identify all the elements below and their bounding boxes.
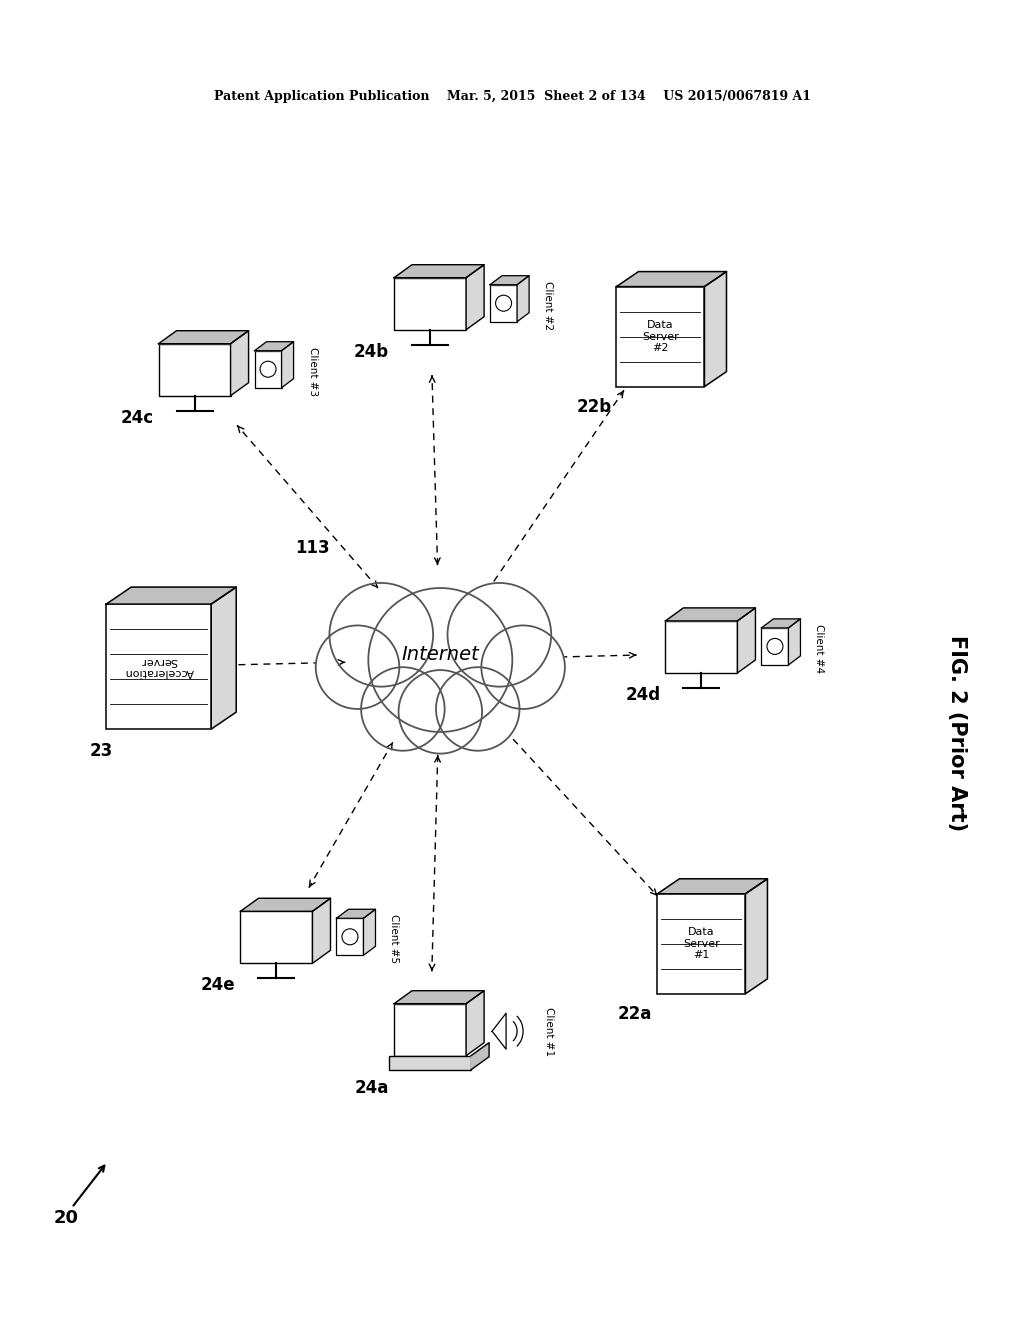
- Text: 24d: 24d: [626, 686, 660, 704]
- Circle shape: [447, 583, 551, 686]
- Polygon shape: [106, 587, 237, 605]
- Polygon shape: [466, 991, 484, 1056]
- Bar: [337, 919, 364, 956]
- Text: 24c: 24c: [121, 409, 154, 426]
- Circle shape: [436, 667, 519, 751]
- Polygon shape: [394, 265, 484, 277]
- Polygon shape: [159, 331, 249, 343]
- Polygon shape: [337, 909, 376, 919]
- Bar: [241, 911, 312, 964]
- Text: Client #2: Client #2: [543, 281, 553, 330]
- Polygon shape: [493, 1014, 506, 1049]
- Bar: [666, 620, 737, 673]
- Text: Client #5: Client #5: [389, 915, 399, 964]
- Text: 23: 23: [89, 742, 113, 760]
- Text: 113: 113: [295, 539, 330, 557]
- Bar: [394, 1003, 466, 1056]
- Text: Patent Application Publication    Mar. 5, 2015  Sheet 2 of 134    US 2015/006781: Patent Application Publication Mar. 5, 2…: [213, 90, 811, 103]
- Polygon shape: [666, 609, 756, 620]
- Polygon shape: [471, 1043, 489, 1069]
- Text: FIG. 2 (Prior Art): FIG. 2 (Prior Art): [947, 635, 968, 830]
- Polygon shape: [241, 899, 331, 911]
- Bar: [490, 285, 517, 322]
- Bar: [255, 351, 282, 388]
- Polygon shape: [490, 276, 529, 285]
- Polygon shape: [737, 609, 756, 673]
- Polygon shape: [364, 909, 376, 956]
- Polygon shape: [394, 991, 484, 1003]
- Text: 20: 20: [54, 1209, 79, 1228]
- Text: Internet: Internet: [401, 645, 479, 664]
- Text: Data
Server
#1: Data Server #1: [683, 927, 720, 961]
- Text: Client #3: Client #3: [307, 347, 317, 396]
- Bar: [394, 277, 466, 330]
- Bar: [389, 1056, 471, 1069]
- Text: Client #4: Client #4: [814, 624, 824, 673]
- Bar: [762, 628, 788, 665]
- Text: 22a: 22a: [618, 1005, 652, 1023]
- Circle shape: [369, 587, 512, 733]
- Polygon shape: [312, 899, 331, 964]
- Polygon shape: [788, 619, 801, 665]
- Polygon shape: [705, 272, 726, 387]
- Polygon shape: [282, 342, 294, 388]
- Circle shape: [481, 626, 565, 709]
- Polygon shape: [657, 879, 767, 894]
- Circle shape: [330, 583, 433, 686]
- Text: Acceleration
Server: Acceleration Server: [124, 656, 194, 677]
- Bar: [159, 343, 230, 396]
- Text: 24b: 24b: [354, 343, 389, 360]
- Polygon shape: [230, 331, 249, 396]
- Text: Client #1: Client #1: [544, 1007, 554, 1056]
- Text: 22b: 22b: [577, 397, 611, 416]
- Bar: [657, 894, 745, 994]
- Polygon shape: [255, 342, 294, 351]
- Polygon shape: [517, 276, 529, 322]
- Polygon shape: [211, 587, 237, 729]
- Text: 24e: 24e: [201, 977, 236, 994]
- Bar: [616, 286, 705, 387]
- Polygon shape: [745, 879, 767, 994]
- Polygon shape: [762, 619, 801, 628]
- Circle shape: [398, 671, 482, 754]
- Circle shape: [315, 626, 399, 709]
- Text: 24a: 24a: [354, 1078, 389, 1097]
- Circle shape: [361, 667, 444, 751]
- Bar: [106, 605, 211, 729]
- Text: Data
Server
#2: Data Server #2: [642, 319, 679, 354]
- Polygon shape: [466, 265, 484, 330]
- Polygon shape: [616, 272, 726, 286]
